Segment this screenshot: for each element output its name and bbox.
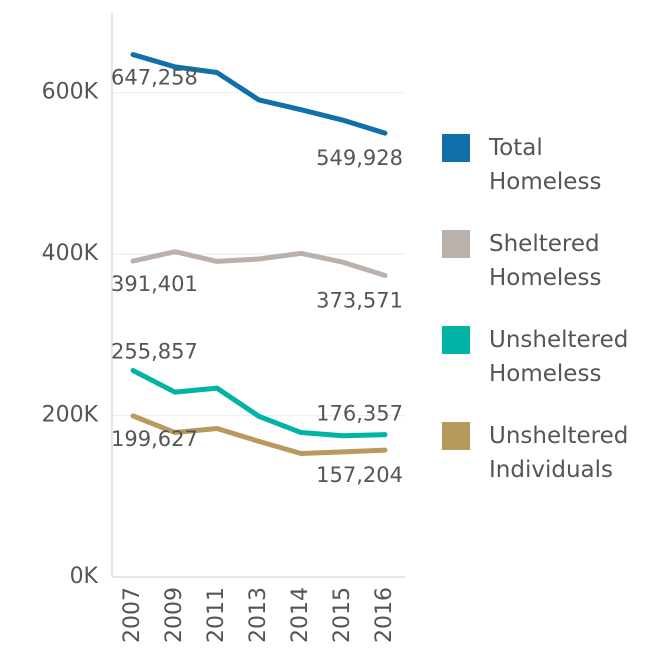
y-tick-label: 600K — [42, 80, 99, 105]
series-line — [130, 413, 388, 457]
legend-swatch — [442, 230, 470, 258]
data-label: 199,627 — [111, 427, 198, 451]
legend-label: Unsheltered Individuals — [489, 423, 628, 483]
legend-swatch — [442, 134, 470, 162]
x-tick-label: 2014 — [288, 587, 313, 643]
data-label: 157,204 — [316, 463, 403, 487]
x-tick-label: 2016 — [372, 587, 397, 643]
series-line — [130, 367, 388, 439]
legend-swatch — [442, 422, 470, 450]
legend-label: Sheltered Homeless — [489, 231, 601, 291]
x-tick-label: 2015 — [330, 587, 355, 643]
data-label: 255,857 — [111, 339, 198, 363]
legend-swatch — [442, 326, 470, 354]
legend-label: Unsheltered Homeless — [489, 327, 628, 387]
y-tick-label: 400K — [42, 241, 99, 266]
x-tick-label: 2009 — [162, 587, 187, 643]
series-line — [130, 249, 388, 278]
data-label: 549,928 — [316, 146, 403, 170]
y-tick-label: 200K — [42, 403, 99, 428]
x-tick-label: 2007 — [120, 587, 145, 643]
x-tick-label: 2011 — [204, 587, 229, 643]
series-line — [130, 52, 388, 136]
y-tick-label: 0K — [70, 564, 99, 589]
data-label: 373,571 — [316, 288, 403, 312]
data-label: 176,357 — [316, 402, 403, 426]
x-tick-label: 2013 — [246, 587, 271, 643]
data-label: 391,401 — [111, 272, 198, 296]
legend-label: Total Homeless — [488, 135, 601, 195]
data-label: 647,258 — [111, 66, 198, 90]
